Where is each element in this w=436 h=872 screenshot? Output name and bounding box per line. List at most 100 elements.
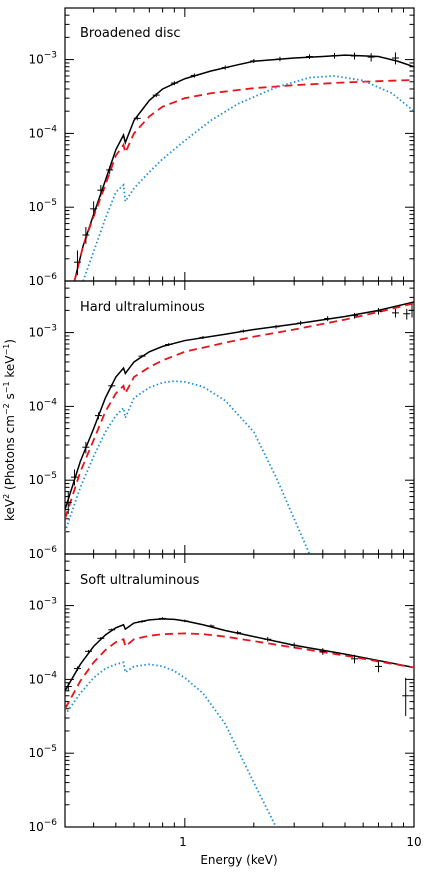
- x-ticks: [64, 281, 415, 554]
- data-point: [234, 630, 242, 635]
- y-tick-label: 10−4: [28, 397, 57, 413]
- y-tick-label: 10−3: [28, 597, 57, 613]
- data-point: [276, 56, 284, 62]
- y-tick-label-exponent: −4: [44, 124, 58, 134]
- x-ticks: [64, 8, 415, 281]
- y-tick-label-base: 10: [28, 274, 43, 288]
- y-tick-label-base: 10: [28, 200, 43, 214]
- disc-model-curve: [65, 661, 277, 827]
- panel-frame: [64, 280, 415, 555]
- data-point: [306, 54, 314, 59]
- total-model-curve: [65, 301, 414, 510]
- y-tick-label-exponent: −6: [44, 272, 58, 282]
- y-tick-label: 10−3: [28, 324, 57, 340]
- y-axis-title-body: (Photons cm: [3, 415, 17, 494]
- panel-title: Soft ultraluminous: [80, 573, 200, 588]
- data-point: [350, 52, 358, 60]
- y-axis-title-base: keV: [3, 498, 17, 521]
- data-point: [402, 677, 410, 716]
- y-tick-label: 10−4: [28, 670, 57, 686]
- data-point: [367, 53, 375, 62]
- y-axis-title-close: ): [3, 339, 17, 344]
- y-tick-label: 10−6: [28, 545, 57, 561]
- y-ticks: 10−310−410−510−6: [28, 7, 414, 288]
- data-point: [73, 250, 81, 276]
- total-model-curve: [65, 618, 414, 692]
- data-point: [165, 343, 173, 346]
- data-point: [181, 619, 189, 623]
- powerlaw-model-curve: [73, 79, 414, 281]
- x-tick-labels: 1 10: [179, 835, 421, 849]
- data-point: [65, 682, 72, 691]
- data-point: [82, 441, 90, 454]
- data-point: [97, 184, 105, 197]
- x-ticks: [64, 554, 415, 827]
- disc-model-curve: [65, 380, 311, 554]
- y-tick-label-base: 10: [28, 599, 43, 613]
- data-point: [97, 637, 105, 640]
- data-point: [70, 469, 78, 486]
- y-ticks: 10−310−410−510−6: [28, 553, 414, 834]
- y-axis-title-sup: −2: [2, 403, 11, 415]
- data-point: [221, 65, 229, 70]
- data-point: [272, 324, 280, 329]
- data-point: [82, 226, 90, 244]
- data-point: [264, 637, 272, 642]
- data-point: [207, 624, 215, 628]
- data-point: [239, 329, 247, 333]
- powerlaw-model-curve: [65, 302, 414, 520]
- y-ticks: 10−310−410−510−6: [28, 280, 414, 561]
- y-tick-label-exponent: −4: [44, 670, 58, 680]
- y-tick-label: 10−6: [28, 272, 57, 288]
- y-tick-label-exponent: −4: [44, 397, 58, 407]
- x-axis-title: Energy (keV): [200, 853, 277, 867]
- data-point: [94, 412, 102, 420]
- y-axis-title-sup: −1: [2, 344, 11, 356]
- data-point: [375, 308, 383, 315]
- data-point: [408, 304, 414, 318]
- y-axis-title: keV2 (Photons cm−2 s−1 keV−1): [2, 339, 17, 521]
- powerlaw-model-curve: [65, 632, 414, 710]
- data-point: [190, 73, 198, 78]
- data-point: [331, 52, 339, 59]
- panel-soft-ultraluminous: Soft ultraluminous 10−310−410−510−6: [28, 553, 415, 834]
- y-tick-label: 10−4: [28, 124, 57, 140]
- data-point: [290, 642, 298, 649]
- y-axis-title-sup: 2: [2, 494, 11, 499]
- y-axis-title-mid: s: [3, 393, 17, 403]
- data-point: [297, 320, 305, 326]
- y-tick-label-exponent: −6: [44, 818, 58, 828]
- panel-title: Broadened disc: [80, 26, 181, 41]
- data-point: [85, 650, 93, 653]
- data-point: [138, 620, 146, 623]
- data-point: [324, 316, 332, 322]
- y-tick-label: 10−5: [28, 471, 57, 487]
- y-tick-label-base: 10: [28, 53, 43, 67]
- y-tick-label: 10−6: [28, 818, 57, 834]
- data-point: [319, 648, 327, 655]
- y-axis-title-tail: keV: [3, 355, 17, 382]
- data-point: [250, 58, 258, 63]
- total-model-curve: [73, 54, 414, 281]
- y-tick-label-exponent: −6: [44, 545, 58, 555]
- y-tick-label-exponent: −5: [44, 198, 57, 208]
- panel-broadened-disc: Broadened disc 10−310−410−510−6: [28, 7, 415, 288]
- panel-frame: [64, 553, 415, 828]
- data-point: [391, 52, 399, 65]
- data-point: [170, 81, 178, 86]
- data-point: [73, 666, 81, 671]
- y-tick-label-exponent: −5: [44, 744, 57, 754]
- data-point: [152, 93, 160, 98]
- plot-area: [65, 617, 414, 827]
- panel-hard-ultraluminous: Hard ultraluminous 10−310−410−510−6: [28, 280, 415, 561]
- data-point: [138, 354, 146, 358]
- y-tick-label-exponent: −3: [44, 597, 57, 607]
- data-point: [391, 308, 399, 318]
- y-tick-label-base: 10: [28, 473, 43, 487]
- panel-frame: [64, 7, 415, 282]
- y-tick-label-base: 10: [28, 399, 43, 413]
- y-tick-label-base: 10: [28, 746, 43, 760]
- data-point: [375, 661, 383, 673]
- data-point: [350, 312, 358, 319]
